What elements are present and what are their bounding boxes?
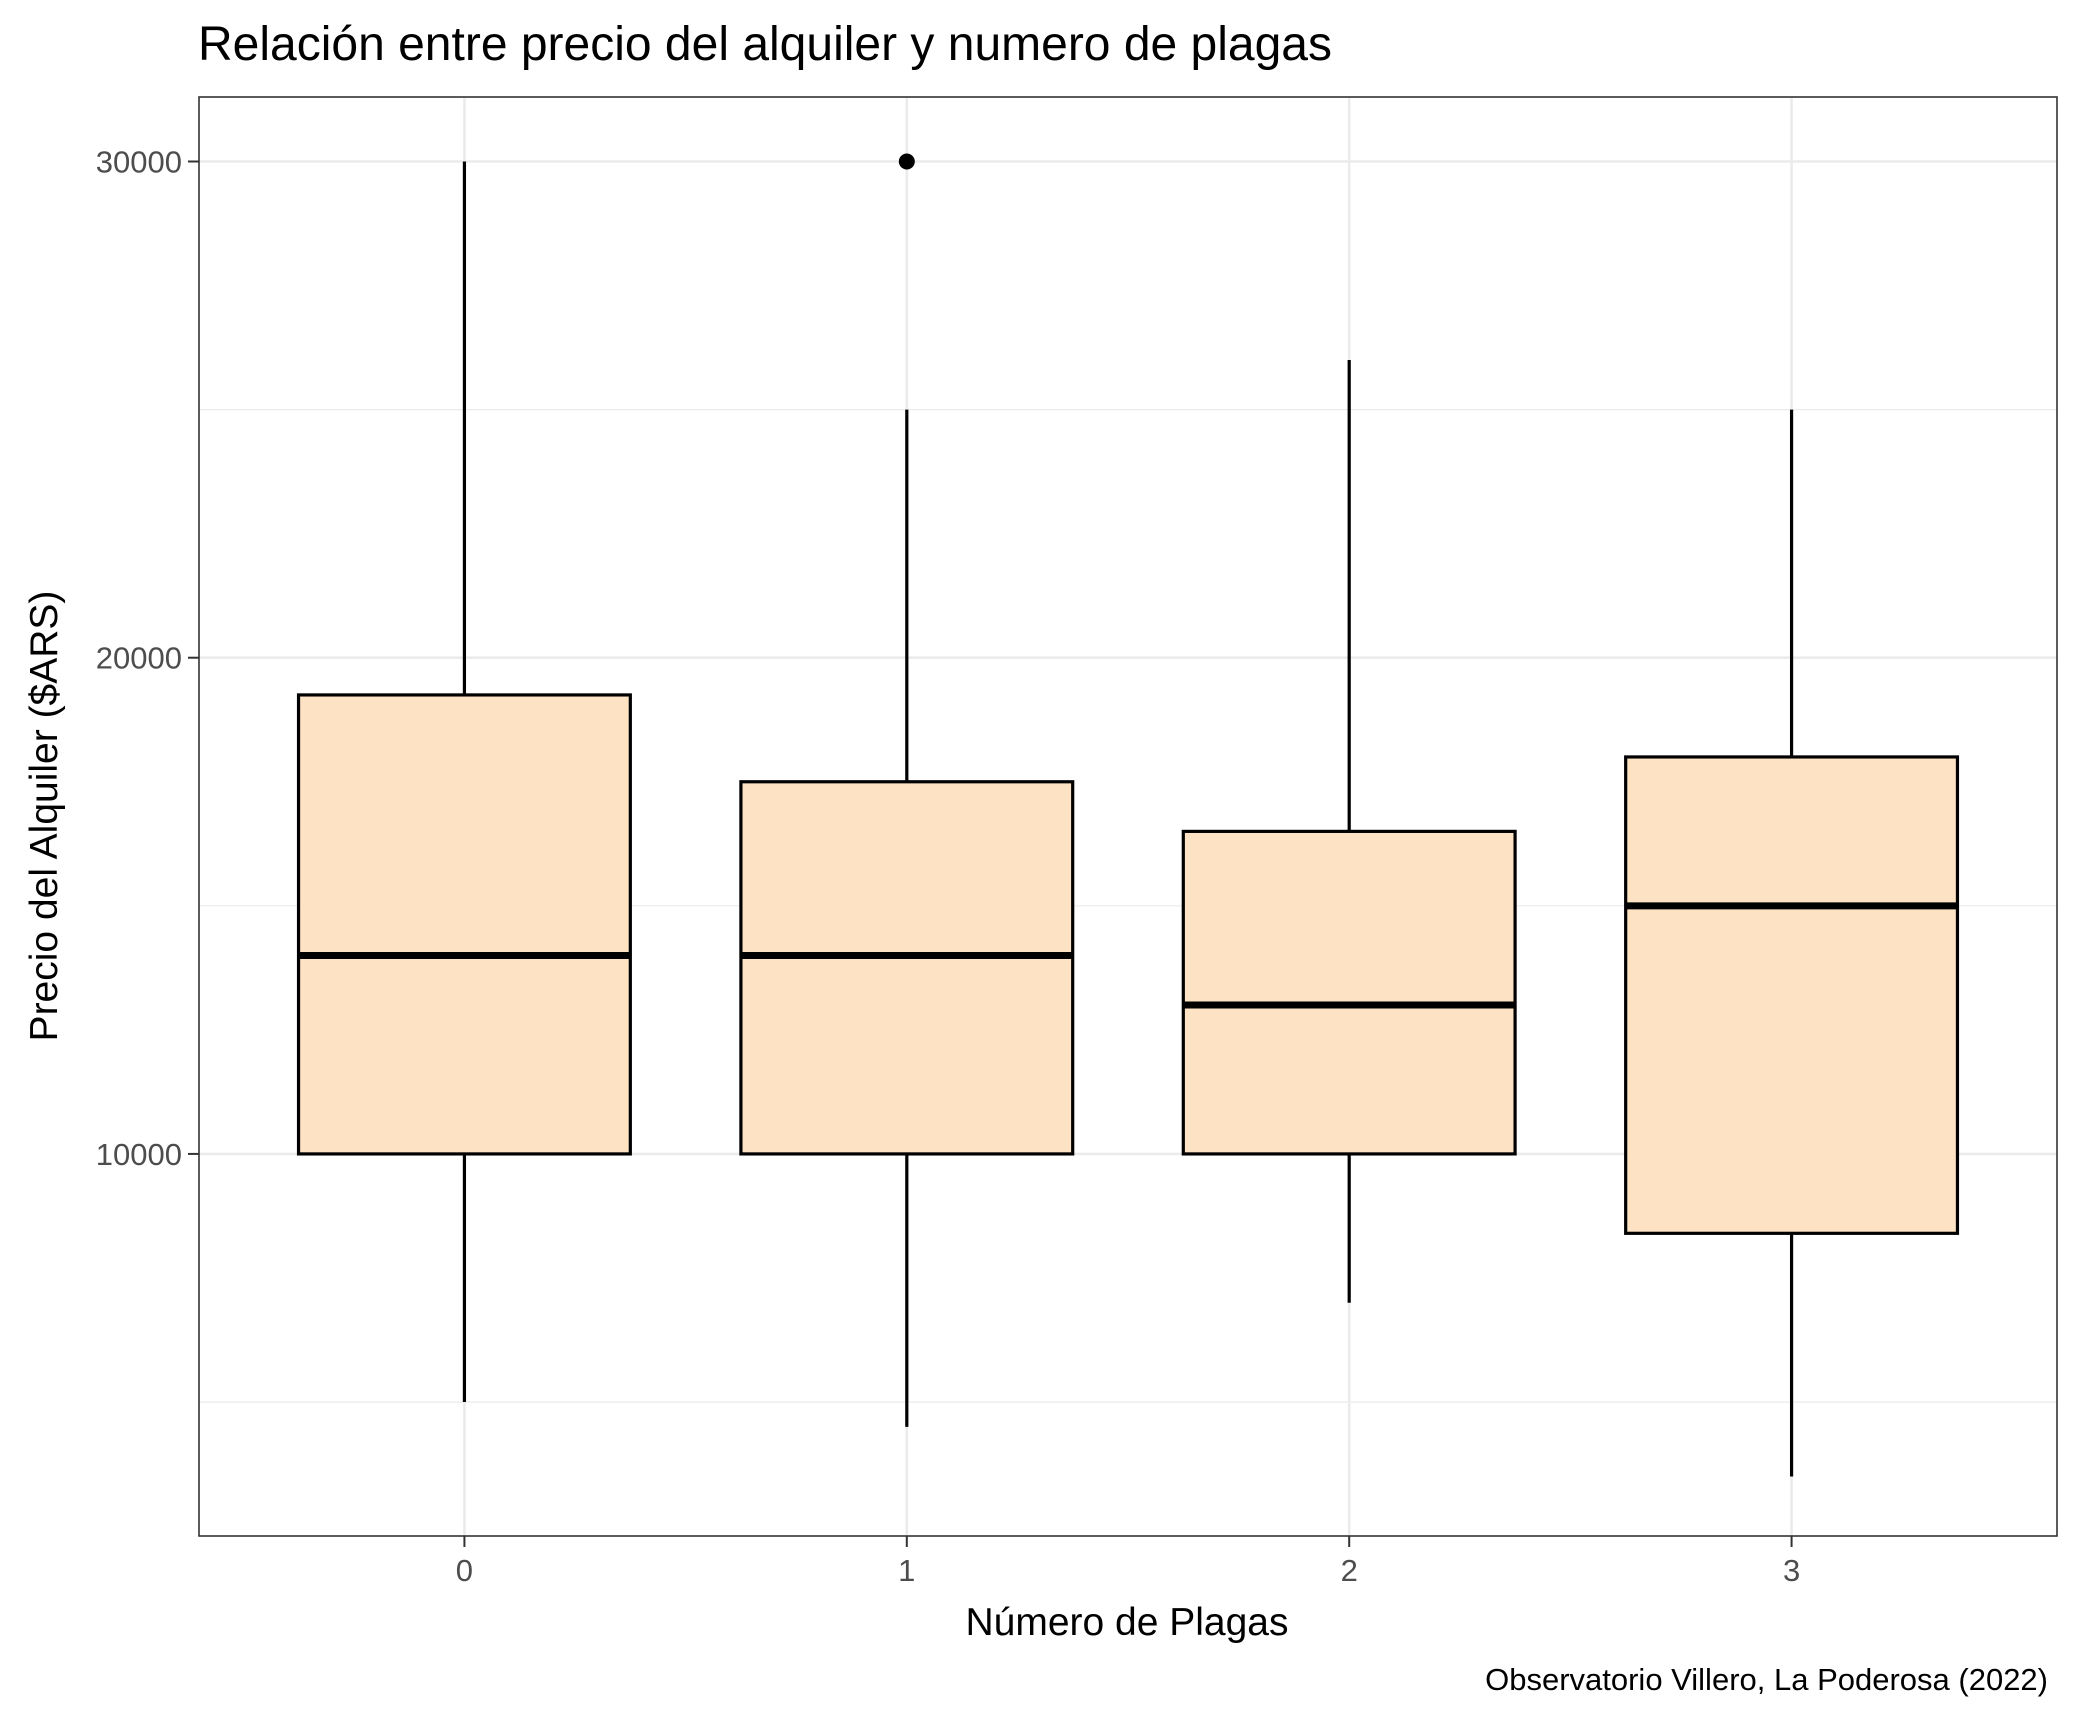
x-tick-label: 3 [1783, 1553, 1800, 1588]
box-iqr [1624, 755, 1960, 1235]
box-group-1 [739, 153, 1075, 1427]
y-tick-label: 20000 [96, 641, 182, 676]
x-axis-ticks: 0 1 2 3 [456, 1536, 1800, 1588]
box-iqr [739, 780, 1075, 1156]
x-axis-title: Número de Plagas [965, 1601, 1288, 1644]
y-axis-ticks: 10000 20000 30000 [96, 145, 199, 1172]
plot-border [198, 96, 2058, 1537]
x-tick-label: 0 [456, 1553, 473, 1588]
y-axis-title: Precio del Alquiler ($ARS) [23, 591, 66, 1042]
chart-title: Relación entre precio del alquiler y num… [198, 18, 1332, 71]
outlier-point [898, 153, 915, 170]
boxes-layer [296, 153, 1960, 1477]
box-group-0 [296, 161, 632, 1403]
box-group-2 [1181, 359, 1517, 1303]
box-iqr [296, 693, 632, 1156]
y-tick-label: 10000 [96, 1137, 182, 1172]
box-iqr [1181, 829, 1517, 1156]
box-group-3 [1624, 409, 1960, 1477]
chart-caption: Observatorio Villero, La Poderosa (2022) [1485, 1662, 2048, 1697]
x-tick-label: 2 [1341, 1553, 1358, 1588]
y-tick-label: 30000 [96, 145, 182, 180]
x-tick-label: 1 [898, 1553, 915, 1588]
